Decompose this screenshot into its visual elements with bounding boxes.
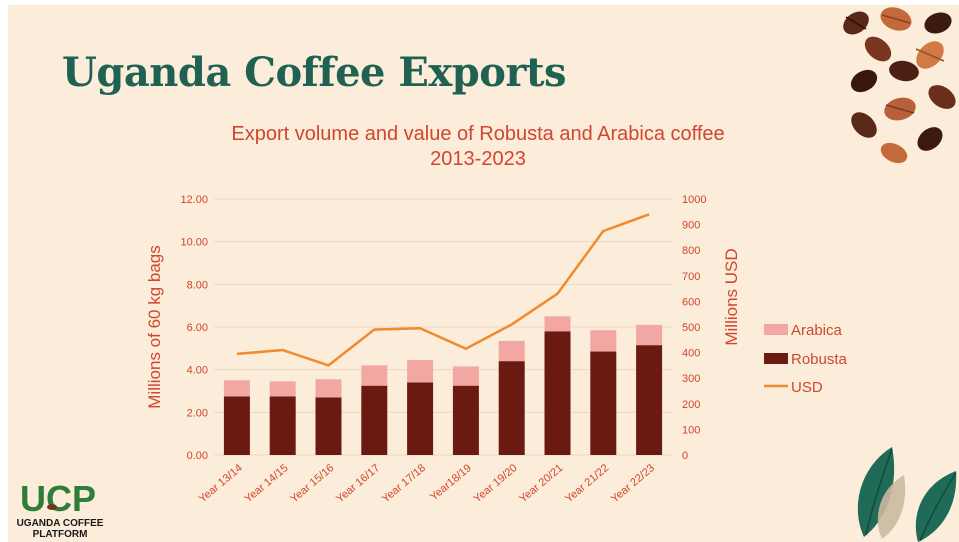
x-tick-label: Year 20/21 [517, 462, 565, 505]
bar-arabica [452, 366, 479, 386]
legend-swatch-arabica [764, 324, 788, 335]
y-tick-label: 2.00 [187, 407, 208, 419]
export-chart: 0.00 2.00 4.00 6.00 8.00 10.00 12.00 0 100 200 300… [145, 194, 848, 505]
coffee-beans-decoration [843, 7, 956, 164]
bar-arabica [361, 365, 388, 386]
bar-arabica [498, 340, 525, 362]
bar-robusta [269, 396, 296, 455]
x-tick-label: Year 19/20 [471, 462, 519, 505]
slide-title: Uganda Coffee Exports [62, 49, 566, 96]
legend-label-usd: USD [791, 379, 823, 396]
ucp-logo-line-2: PLATFORM [32, 529, 88, 540]
y-tick-label: 10.00 [180, 237, 208, 249]
chart-title: Export volume and value of Robusta and A… [158, 122, 798, 172]
legend-label-robusta: Robusta [791, 351, 848, 368]
bar-robusta [315, 397, 342, 455]
bar-arabica [315, 379, 342, 398]
bar-robusta [498, 361, 525, 455]
ucp-wordmark: UCP [20, 478, 96, 517]
y-tick-label: 4.00 [187, 365, 208, 377]
y-right-tick-label: 1000 [682, 194, 706, 206]
bar-arabica [544, 316, 571, 332]
y-right-tick-label: 100 [682, 424, 700, 436]
bar-robusta [636, 345, 663, 455]
y-right-tick-label: 600 [682, 296, 700, 308]
y-right-axis-label: Millions USD [722, 248, 741, 345]
x-tick-label: Year 22/23 [609, 462, 657, 505]
ucp-logo-line-1: UGANDA COFFEE [16, 518, 104, 529]
ucp-logo-text: UGANDA COFFEE PLATFORM [8, 518, 112, 540]
y-tick-label: 0.00 [187, 450, 208, 462]
legend-label-arabica: Arabica [791, 322, 843, 339]
bar-robusta [452, 385, 479, 455]
chart-title-line-2: 2013-2023 [430, 148, 526, 170]
ucp-logo: UCP UGANDA COFFEE PLATFORM [8, 475, 118, 542]
bar-arabica [636, 324, 663, 346]
slide: Uganda Coffee Exports Export volume and … [8, 5, 959, 542]
y-axis-label: Millions of 60 kg bags [145, 245, 164, 408]
y-right-tick-label: 0 [682, 450, 688, 462]
y-right-tick-label: 300 [682, 373, 700, 385]
y-right-tick-label: 700 [682, 271, 700, 283]
x-tick-label: Year18/19 [428, 462, 474, 503]
y-tick-label: 6.00 [187, 322, 208, 334]
x-tick-label: Year 16/17 [334, 462, 382, 505]
y-right-tick-label: 500 [682, 322, 700, 334]
bar-robusta [223, 396, 250, 455]
legend-swatch-robusta [764, 353, 788, 364]
y-tick-label: 8.00 [187, 279, 208, 291]
y-tick-label: 12.00 [180, 194, 208, 206]
x-tick-label: Year 15/16 [288, 462, 336, 505]
bar-robusta [544, 331, 571, 455]
ucp-logo-mark: UCP [20, 478, 96, 517]
x-tick-label: Year 13/14 [197, 462, 245, 505]
leaves-decoration [857, 447, 957, 542]
bar-robusta [590, 351, 617, 455]
x-tick-label: Year 17/18 [380, 462, 428, 505]
y-right-tick-label: 900 [682, 220, 700, 232]
bar-arabica [223, 380, 250, 397]
x-tick-label: Year 14/15 [242, 462, 290, 505]
bar-robusta [361, 385, 388, 455]
y-right-tick-label: 800 [682, 245, 700, 257]
y-right-tick-label: 400 [682, 348, 700, 360]
usd-line [236, 213, 650, 367]
x-tick-label: Year 21/22 [563, 462, 611, 505]
bar-arabica [590, 330, 617, 352]
y-right-tick-label: 200 [682, 399, 700, 411]
bar-robusta [407, 382, 434, 455]
chart-title-line-1: Export volume and value of Robusta and A… [231, 123, 725, 145]
bar-arabica [407, 360, 434, 383]
bar-arabica [269, 381, 296, 397]
